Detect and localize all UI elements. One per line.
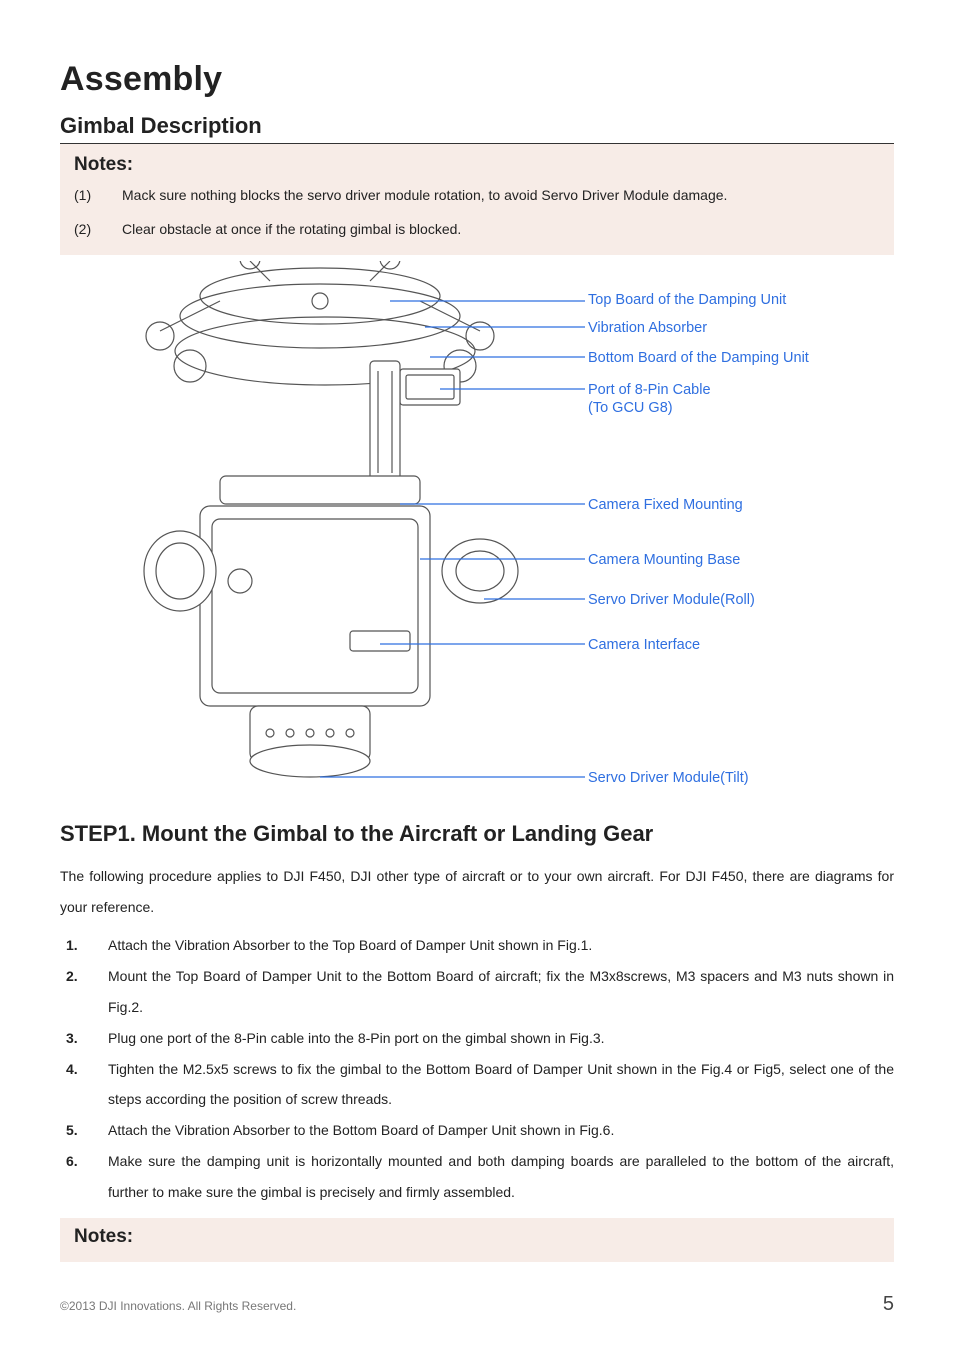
step-number: 1. bbox=[60, 930, 108, 961]
step-number: 3. bbox=[60, 1023, 108, 1054]
section-heading-step1: STEP1. Mount the Gimbal to the Aircraft … bbox=[60, 821, 894, 847]
note-row: (1) Mack sure nothing blocks the servo d… bbox=[74, 184, 880, 206]
callout-servo-tilt: Servo Driver Module(Tilt) bbox=[588, 769, 749, 787]
step-row: 1. Attach the Vibration Absorber to the … bbox=[60, 930, 894, 961]
gimbal-diagram: Top Board of the Damping Unit Vibration … bbox=[60, 261, 894, 791]
copyright-text: ©2013 DJI Innovations. All Rights Reserv… bbox=[60, 1299, 296, 1313]
step-text: Tighten the M2.5x5 screws to fix the gim… bbox=[108, 1054, 894, 1116]
callout-camera-base: Camera Mounting Base bbox=[588, 551, 740, 569]
step-text: Attach the Vibration Absorber to the Bot… bbox=[108, 1115, 894, 1146]
step-row: 2. Mount the Top Board of Damper Unit to… bbox=[60, 961, 894, 1023]
notes-box-2: Notes: bbox=[60, 1218, 894, 1262]
callout-8pin-port: Port of 8-Pin Cable (To GCU G8) bbox=[588, 381, 711, 417]
section-heading-gimbal: Gimbal Description bbox=[60, 113, 894, 144]
notes-box-1: Notes: (1) Mack sure nothing blocks the … bbox=[60, 144, 894, 255]
step-number: 4. bbox=[60, 1054, 108, 1116]
step-number: 2. bbox=[60, 961, 108, 1023]
page-title: Assembly bbox=[60, 60, 894, 99]
page-footer: ©2013 DJI Innovations. All Rights Reserv… bbox=[60, 1293, 894, 1316]
step-row: 3. Plug one port of the 8-Pin cable into… bbox=[60, 1023, 894, 1054]
step-text: Mount the Top Board of Damper Unit to th… bbox=[108, 961, 894, 1023]
callout-vibration-absorber: Vibration Absorber bbox=[588, 319, 707, 337]
step-number: 6. bbox=[60, 1146, 108, 1208]
callout-camera-interface: Camera Interface bbox=[588, 636, 700, 654]
step-number: 5. bbox=[60, 1115, 108, 1146]
callout-servo-roll: Servo Driver Module(Roll) bbox=[588, 591, 755, 609]
callout-bottom-board: Bottom Board of the Damping Unit bbox=[588, 349, 809, 367]
callout-top-board: Top Board of the Damping Unit bbox=[588, 291, 786, 309]
step-row: 6. Make sure the damping unit is horizon… bbox=[60, 1146, 894, 1208]
callout-lines bbox=[60, 261, 894, 791]
note-number: (1) bbox=[74, 184, 122, 206]
notes-header: Notes: bbox=[74, 1226, 880, 1248]
note-text: Mack sure nothing blocks the servo drive… bbox=[122, 184, 880, 206]
notes-header: Notes: bbox=[74, 154, 880, 176]
note-text: Clear obstacle at once if the rotating g… bbox=[122, 218, 880, 240]
step1-intro: The following procedure applies to DJI F… bbox=[60, 861, 894, 923]
step-row: 5. Attach the Vibration Absorber to the … bbox=[60, 1115, 894, 1146]
note-row: (2) Clear obstacle at once if the rotati… bbox=[74, 218, 880, 240]
step-row: 4. Tighten the M2.5x5 screws to fix the … bbox=[60, 1054, 894, 1116]
step-text: Plug one port of the 8-Pin cable into th… bbox=[108, 1023, 894, 1054]
step-text: Make sure the damping unit is horizontal… bbox=[108, 1146, 894, 1208]
note-number: (2) bbox=[74, 218, 122, 240]
page-number: 5 bbox=[883, 1293, 894, 1316]
step-text: Attach the Vibration Absorber to the Top… bbox=[108, 930, 894, 961]
callout-camera-fixed: Camera Fixed Mounting bbox=[588, 496, 743, 514]
